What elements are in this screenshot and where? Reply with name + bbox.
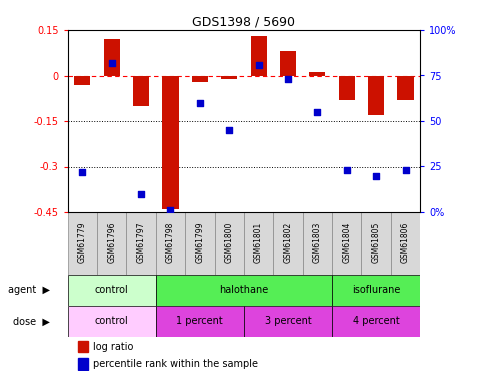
Point bbox=[196, 100, 204, 106]
Text: dose  ▶: dose ▶ bbox=[13, 316, 50, 327]
Text: GSM61800: GSM61800 bbox=[225, 221, 234, 263]
Bar bbox=[251, 36, 267, 75]
FancyBboxPatch shape bbox=[214, 212, 244, 274]
Point bbox=[137, 191, 145, 197]
Bar bbox=[309, 72, 326, 75]
Text: GSM61779: GSM61779 bbox=[78, 221, 87, 263]
Text: GSM61803: GSM61803 bbox=[313, 221, 322, 263]
Bar bbox=[398, 75, 413, 100]
Bar bbox=[162, 75, 179, 209]
Text: control: control bbox=[95, 285, 128, 295]
Bar bbox=[192, 75, 208, 82]
Bar bbox=[339, 75, 355, 100]
Point bbox=[402, 167, 410, 173]
Bar bbox=[280, 51, 296, 75]
FancyBboxPatch shape bbox=[156, 306, 244, 337]
Text: 3 percent: 3 percent bbox=[265, 316, 312, 327]
FancyBboxPatch shape bbox=[391, 212, 420, 274]
Bar bbox=[133, 75, 149, 106]
Bar bbox=[368, 75, 384, 115]
Point bbox=[167, 207, 174, 213]
Text: control: control bbox=[95, 316, 128, 327]
Point bbox=[372, 172, 380, 178]
Text: agent  ▶: agent ▶ bbox=[8, 285, 50, 295]
FancyBboxPatch shape bbox=[332, 306, 420, 337]
FancyBboxPatch shape bbox=[303, 212, 332, 274]
Text: GSM61797: GSM61797 bbox=[137, 221, 145, 263]
Text: halothane: halothane bbox=[219, 285, 269, 295]
Text: log ratio: log ratio bbox=[93, 342, 133, 352]
FancyBboxPatch shape bbox=[332, 212, 361, 274]
FancyBboxPatch shape bbox=[244, 306, 332, 337]
Bar bbox=[78, 340, 88, 352]
FancyBboxPatch shape bbox=[127, 212, 156, 274]
FancyBboxPatch shape bbox=[97, 212, 127, 274]
FancyBboxPatch shape bbox=[185, 212, 214, 274]
FancyBboxPatch shape bbox=[244, 212, 273, 274]
Text: GSM61804: GSM61804 bbox=[342, 221, 351, 263]
Bar bbox=[104, 39, 120, 75]
Point bbox=[255, 62, 262, 68]
Text: GSM61806: GSM61806 bbox=[401, 221, 410, 263]
FancyBboxPatch shape bbox=[361, 212, 391, 274]
Point bbox=[78, 169, 86, 175]
FancyBboxPatch shape bbox=[273, 212, 303, 274]
Text: GSM61802: GSM61802 bbox=[284, 221, 293, 262]
Text: GSM61796: GSM61796 bbox=[107, 221, 116, 263]
FancyBboxPatch shape bbox=[156, 212, 185, 274]
Text: GSM61798: GSM61798 bbox=[166, 221, 175, 263]
Text: GSM61805: GSM61805 bbox=[371, 221, 381, 263]
Bar bbox=[78, 358, 88, 369]
Text: percentile rank within the sample: percentile rank within the sample bbox=[93, 359, 258, 369]
Point bbox=[108, 60, 115, 66]
FancyBboxPatch shape bbox=[332, 274, 420, 306]
FancyBboxPatch shape bbox=[68, 306, 156, 337]
Point bbox=[343, 167, 351, 173]
Text: GSM61801: GSM61801 bbox=[254, 221, 263, 262]
FancyBboxPatch shape bbox=[68, 274, 156, 306]
FancyBboxPatch shape bbox=[156, 274, 332, 306]
Point bbox=[226, 127, 233, 133]
FancyBboxPatch shape bbox=[68, 212, 97, 274]
Bar bbox=[221, 75, 237, 78]
Text: 1 percent: 1 percent bbox=[176, 316, 223, 327]
Text: 4 percent: 4 percent bbox=[353, 316, 399, 327]
Text: GSM61799: GSM61799 bbox=[195, 221, 204, 263]
Point bbox=[313, 109, 321, 115]
Point bbox=[284, 76, 292, 82]
Text: isoflurane: isoflurane bbox=[352, 285, 400, 295]
Bar bbox=[74, 75, 90, 85]
Title: GDS1398 / 5690: GDS1398 / 5690 bbox=[192, 16, 296, 29]
